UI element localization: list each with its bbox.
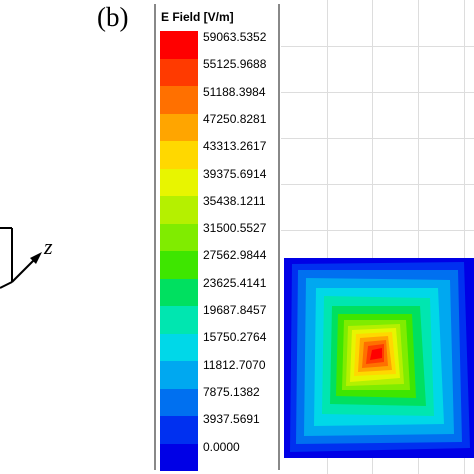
legend-swatch	[160, 388, 198, 416]
legend-tick-label: 19687.8457	[203, 303, 267, 317]
legend-swatch	[160, 86, 198, 114]
legend-swatch	[160, 113, 198, 141]
legend-title: E Field [V/m]	[161, 10, 234, 24]
legend-tick-label: 43313.2617	[203, 139, 267, 154]
legend-tick-label: 23625.4141	[203, 275, 267, 290]
legend-swatch	[160, 278, 198, 306]
e-field-map	[284, 258, 474, 458]
legend-swatch	[160, 443, 198, 471]
legend-swatch	[160, 333, 198, 361]
legend-tick-label: 0.0000	[203, 439, 240, 454]
legend-tick-label: 59063.5352	[203, 30, 267, 44]
panel-label: (b)	[97, 2, 129, 32]
grid-line	[281, 46, 474, 47]
legend-swatch	[160, 141, 198, 169]
legend-swatch	[160, 361, 198, 389]
legend-tick-label: 51188.3984	[203, 84, 266, 99]
legend-tick-label: 35438.1211	[203, 193, 266, 208]
grid-line	[281, 92, 474, 93]
legend-tick-label: 11812.7070	[203, 357, 266, 372]
grid-line	[281, 230, 474, 231]
legend-swatch	[160, 416, 198, 444]
legend-tick-label: 3937.5691	[203, 412, 260, 427]
legend-swatch	[160, 196, 198, 224]
legend-swatch	[160, 58, 198, 86]
legend-tick-label: 47250.8281	[203, 111, 267, 126]
grid-line	[281, 184, 474, 185]
grid-line	[327, 0, 328, 474]
legend-swatch	[160, 168, 198, 196]
grid-line	[281, 138, 474, 139]
legend-tick-label: 7875.1382	[203, 384, 260, 399]
legend-swatch	[160, 251, 198, 279]
legend-swatch	[160, 223, 198, 251]
legend-tick-label: 27562.9844	[203, 248, 267, 263]
grid-line	[418, 0, 419, 474]
axis-triad-icon	[0, 227, 42, 289]
legend-swatch	[160, 31, 198, 59]
grid-line	[372, 0, 373, 474]
axis-z-label: z	[44, 234, 53, 259]
legend-tick-label: 31500.5527	[203, 221, 267, 236]
legend-tick-label: 15750.2764	[203, 330, 267, 345]
legend-tick-label: 55125.9688	[203, 57, 267, 72]
legend-tick-label: 39375.6914	[203, 166, 267, 181]
legend-swatch	[160, 306, 198, 334]
grid-line	[464, 0, 465, 474]
